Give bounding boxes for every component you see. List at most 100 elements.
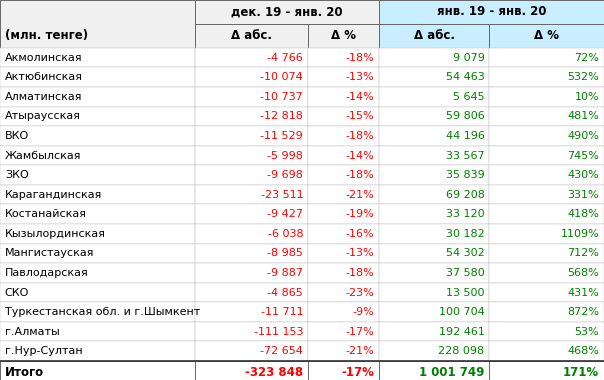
- Text: -13%: -13%: [346, 249, 374, 258]
- Bar: [379, 361, 489, 380]
- Bar: [308, 263, 379, 283]
- Text: 35 839: 35 839: [446, 170, 484, 180]
- Bar: [195, 146, 308, 165]
- Bar: [379, 204, 489, 224]
- Text: -5 998: -5 998: [268, 150, 303, 160]
- Text: Актюбинская: Актюбинская: [5, 72, 83, 82]
- Bar: [489, 224, 604, 244]
- Bar: [489, 322, 604, 341]
- Text: -72 654: -72 654: [260, 346, 303, 356]
- Bar: [195, 244, 308, 263]
- Bar: [195, 204, 308, 224]
- Text: 171%: 171%: [563, 366, 599, 380]
- Bar: [195, 87, 308, 106]
- Bar: [308, 244, 379, 263]
- Bar: [379, 165, 489, 185]
- Bar: [0, 0, 195, 48]
- Text: г.Нур-Султан: г.Нур-Султан: [5, 346, 83, 356]
- Text: 100 704: 100 704: [439, 307, 484, 317]
- Bar: [308, 67, 379, 87]
- Bar: [489, 24, 604, 48]
- Text: -10 737: -10 737: [260, 92, 303, 102]
- Bar: [308, 87, 379, 106]
- Bar: [489, 263, 604, 283]
- Text: -18%: -18%: [345, 131, 374, 141]
- Bar: [0, 361, 195, 380]
- Text: 5 645: 5 645: [453, 92, 484, 102]
- Bar: [308, 224, 379, 244]
- Text: 468%: 468%: [567, 346, 599, 356]
- Bar: [195, 67, 308, 87]
- Text: Алматинская: Алматинская: [5, 92, 82, 102]
- Text: -14%: -14%: [345, 92, 374, 102]
- Bar: [489, 106, 604, 126]
- Bar: [489, 244, 604, 263]
- Text: -111 153: -111 153: [254, 327, 303, 337]
- Text: -9 427: -9 427: [267, 209, 303, 219]
- Text: -8 985: -8 985: [268, 249, 303, 258]
- Text: 712%: 712%: [567, 249, 599, 258]
- Bar: [195, 126, 308, 146]
- Text: 1109%: 1109%: [561, 229, 599, 239]
- Bar: [195, 263, 308, 283]
- Bar: [308, 24, 379, 48]
- Bar: [0, 302, 195, 322]
- Text: -17%: -17%: [342, 366, 374, 380]
- Bar: [195, 322, 308, 341]
- Text: Жамбылская: Жамбылская: [5, 150, 82, 160]
- Text: Акмолинская: Акмолинская: [5, 53, 83, 63]
- Bar: [195, 48, 308, 67]
- Text: -18%: -18%: [345, 268, 374, 278]
- Bar: [308, 165, 379, 185]
- Bar: [195, 106, 308, 126]
- Bar: [0, 165, 195, 185]
- Bar: [195, 302, 308, 322]
- Text: 430%: 430%: [567, 170, 599, 180]
- Bar: [0, 67, 195, 87]
- Bar: [379, 48, 489, 67]
- Text: 37 580: 37 580: [446, 268, 484, 278]
- Text: -9 698: -9 698: [268, 170, 303, 180]
- Bar: [308, 126, 379, 146]
- Bar: [379, 224, 489, 244]
- Text: 872%: 872%: [567, 307, 599, 317]
- Bar: [489, 185, 604, 204]
- Bar: [308, 185, 379, 204]
- Text: -4 865: -4 865: [268, 288, 303, 298]
- Text: ВКО: ВКО: [5, 131, 29, 141]
- Text: 745%: 745%: [567, 150, 599, 160]
- Text: 54 463: 54 463: [446, 72, 484, 82]
- Bar: [379, 263, 489, 283]
- Bar: [0, 204, 195, 224]
- Text: -23 511: -23 511: [260, 190, 303, 200]
- Text: 9 079: 9 079: [452, 53, 484, 63]
- Text: -9 887: -9 887: [267, 268, 303, 278]
- Bar: [0, 322, 195, 341]
- Text: СКО: СКО: [5, 288, 29, 298]
- Text: Δ абс.: Δ абс.: [414, 29, 455, 43]
- Text: -18%: -18%: [345, 53, 374, 63]
- Bar: [489, 87, 604, 106]
- Text: 30 182: 30 182: [446, 229, 484, 239]
- Bar: [489, 165, 604, 185]
- Bar: [379, 0, 604, 24]
- Text: 33 120: 33 120: [446, 209, 484, 219]
- Bar: [0, 106, 195, 126]
- Bar: [379, 185, 489, 204]
- Text: Итого: Итого: [5, 366, 44, 380]
- Bar: [379, 87, 489, 106]
- Bar: [195, 185, 308, 204]
- Bar: [195, 0, 379, 24]
- Text: Атыраусская: Атыраусская: [5, 111, 81, 121]
- Text: Мангистауская: Мангистауская: [5, 249, 94, 258]
- Text: 53%: 53%: [574, 327, 599, 337]
- Bar: [489, 48, 604, 67]
- Bar: [379, 302, 489, 322]
- Text: 33 567: 33 567: [446, 150, 484, 160]
- Bar: [489, 361, 604, 380]
- Bar: [489, 302, 604, 322]
- Text: -12 818: -12 818: [260, 111, 303, 121]
- Bar: [308, 283, 379, 302]
- Bar: [379, 244, 489, 263]
- Bar: [379, 341, 489, 361]
